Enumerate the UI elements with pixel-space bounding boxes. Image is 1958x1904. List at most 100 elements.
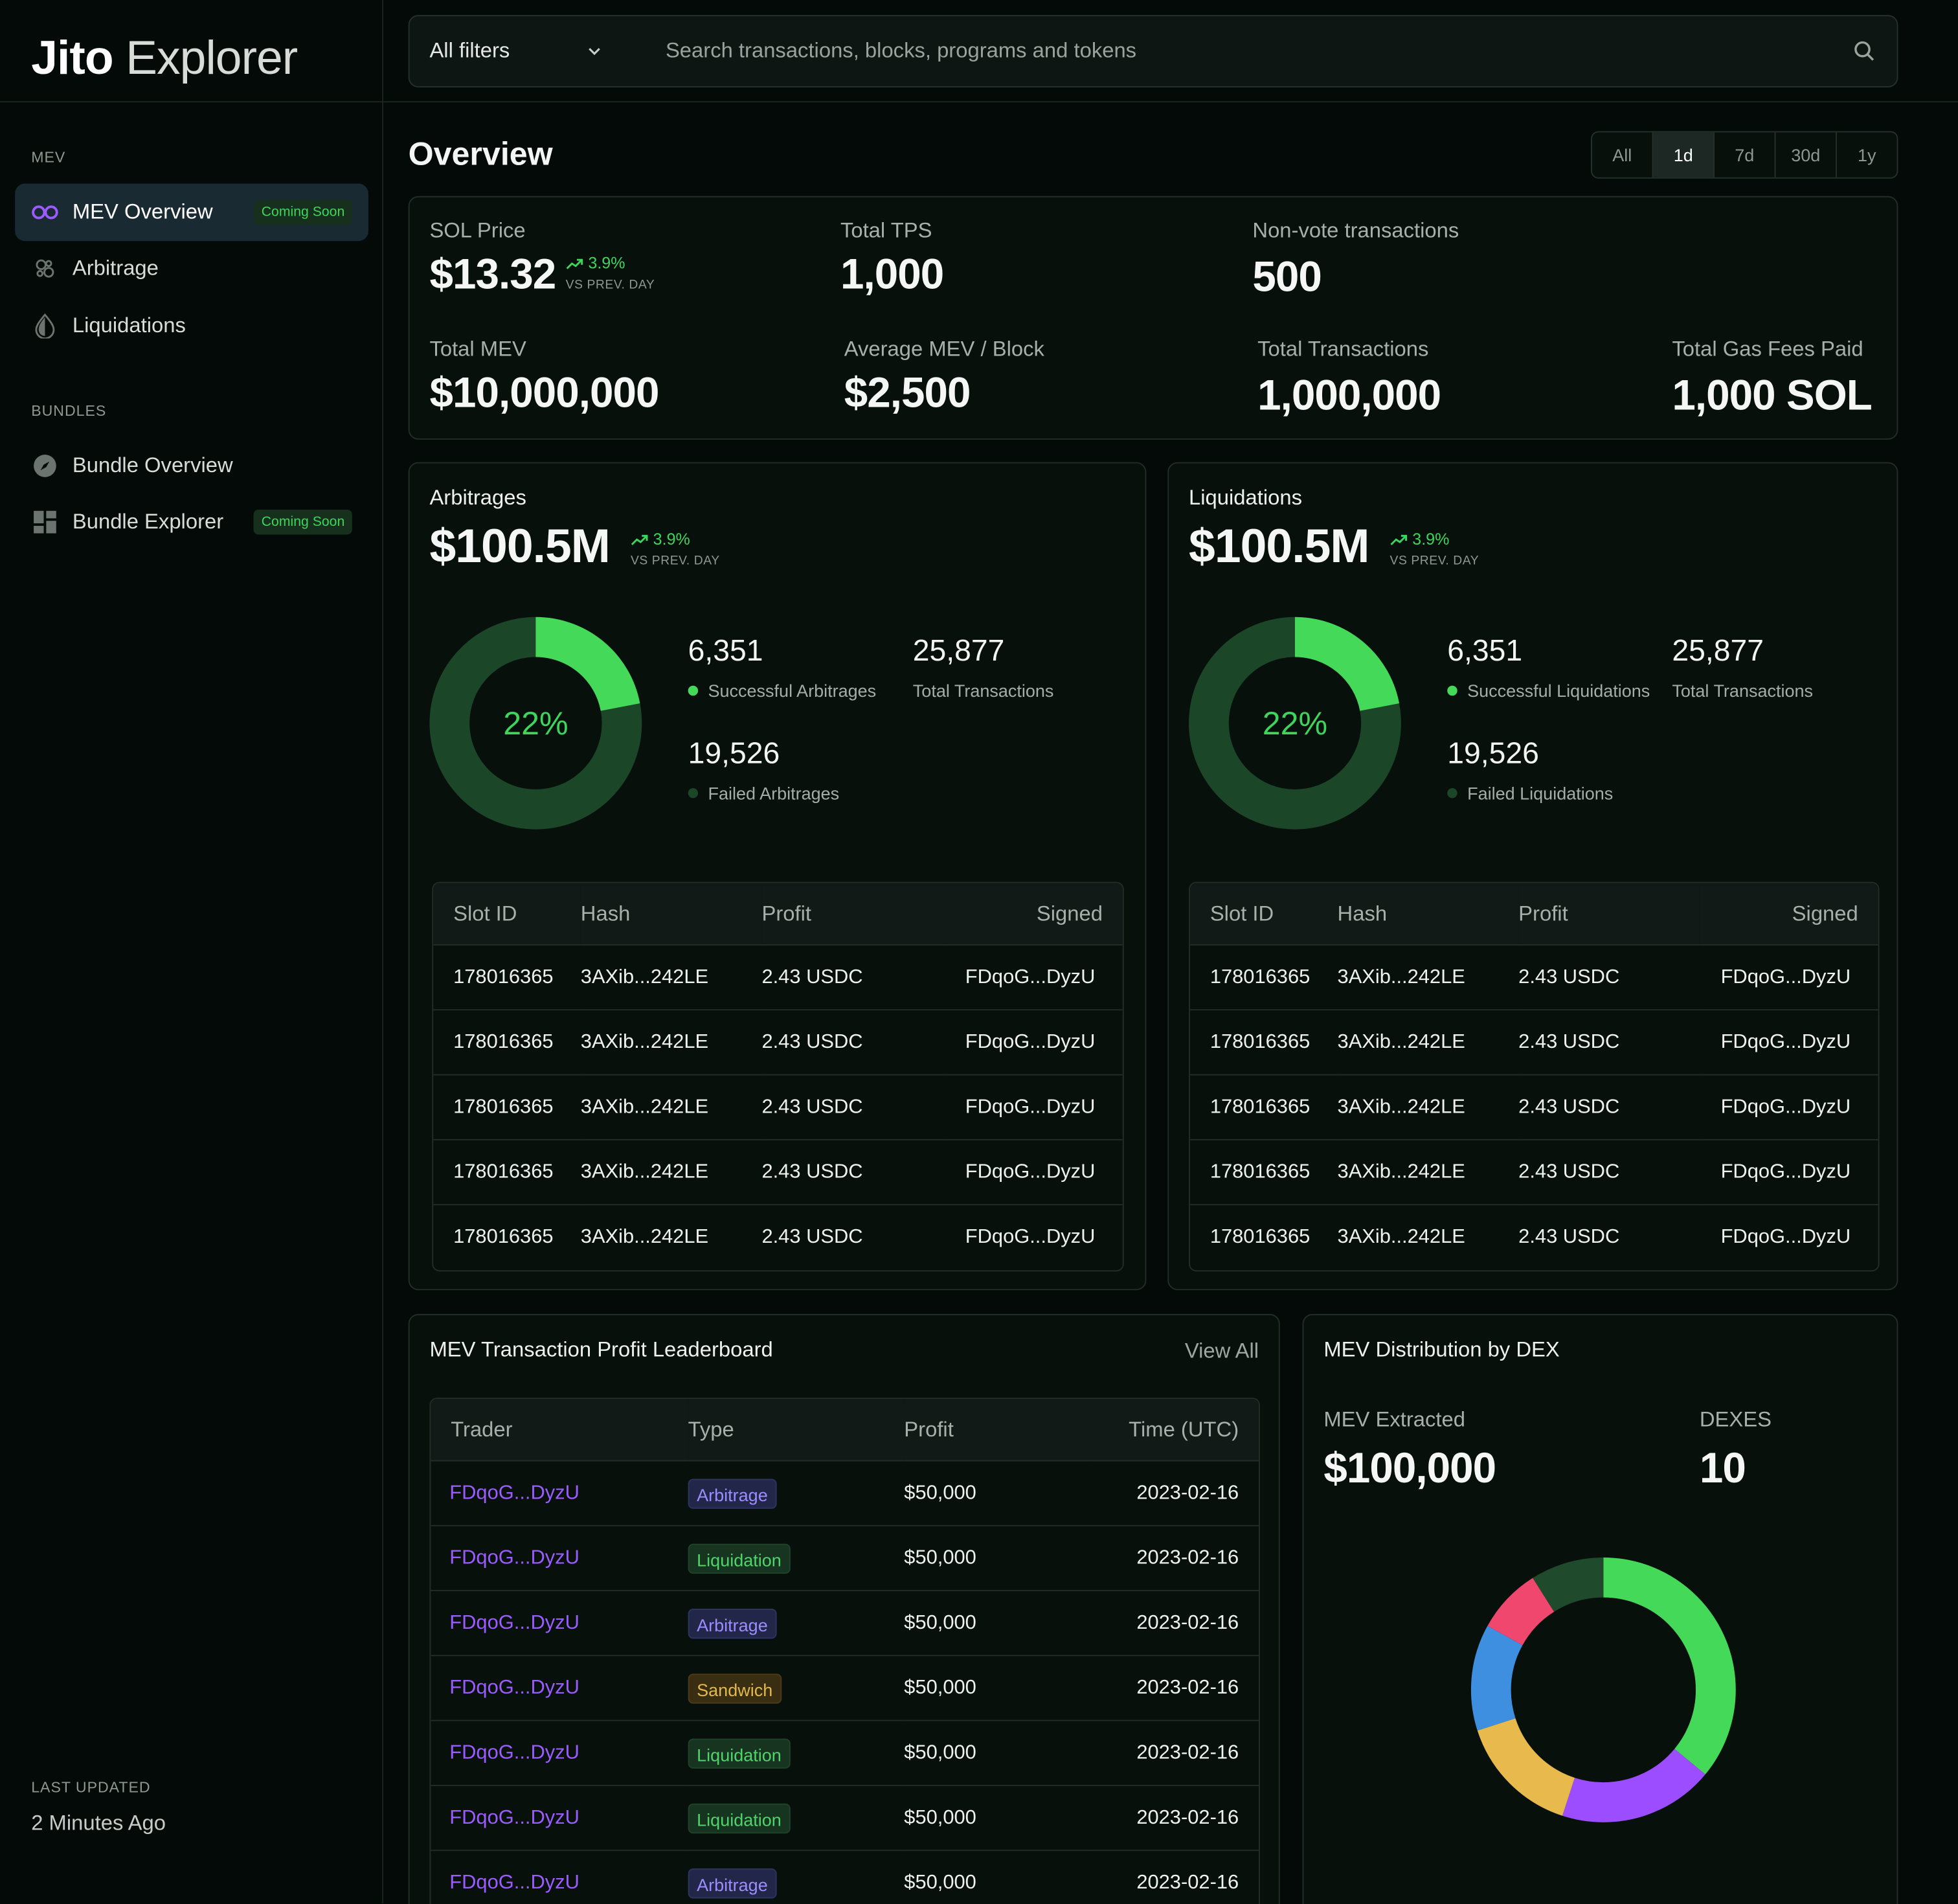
slot-id-cell: 178016365 [1210, 1226, 1311, 1248]
dex-segment-4[interactable] [1470, 1557, 1736, 1822]
signer-cell: FDqoG...DyzU [1699, 1076, 1878, 1140]
donut-percent: 22% [503, 705, 568, 742]
range-7d[interactable]: 7d [1715, 132, 1776, 177]
profit-cell: 2.43 USDC [1518, 1226, 1620, 1248]
col-profit[interactable]: Profit [904, 1399, 1092, 1462]
table-row[interactable]: 178016365 3AXib...242LE 2.43 USDC FDqoG...D… [1190, 1205, 1878, 1270]
table-row[interactable]: 178016365 3AXib...242LE 2.43 USDC FDqoG...D… [1189, 1140, 1878, 1206]
type-cell: Liquidation [688, 1786, 905, 1852]
col-hash[interactable]: Hash [580, 883, 762, 946]
sidebar-item-liquidations[interactable]: Liquidations [15, 297, 368, 355]
table-row[interactable]: FDqoG...DyzU Arbitrage $50,000 2023-02-16 [431, 1591, 1259, 1657]
trend-up-icon [631, 534, 648, 545]
nav-section-bundles: BUNDLES [31, 402, 107, 420]
liquidations-table: Slot ID Hash Profit Signed 178016365 3AXi… [1189, 881, 1880, 1272]
trader-link[interactable]: FDqoG...DyzU [449, 1806, 580, 1828]
range-30d[interactable]: 30d [1775, 132, 1837, 177]
table-row[interactable]: FDqoG...DyzU Liquidation $50,000 2023-02-16 [431, 1786, 1259, 1852]
dex-donut-chart [1470, 1557, 1736, 1822]
delta-value: 3.9% [588, 253, 625, 273]
search-input[interactable]: Search transactions, blocks, programs an… [665, 38, 1137, 63]
filter-select[interactable]: All filters [429, 38, 510, 63]
failed-count: 19,526 [688, 736, 780, 771]
sidebar-item-bundle-explorer[interactable]: Bundle Explorer Coming Soon [15, 493, 368, 551]
sidebar-item-label: Arbitrage [72, 256, 159, 280]
sidebar-item-label: Liquidations [72, 313, 186, 337]
range-all[interactable]: All [1592, 132, 1654, 177]
col-type[interactable]: Type [688, 1399, 905, 1462]
range-1y[interactable]: 1y [1857, 144, 1876, 165]
time-range-selector: All 1d 7d 30d 1y [1591, 131, 1898, 179]
slot-id-cell: 178016365 [433, 1076, 581, 1140]
profit-cell: 2.43 USDC [761, 1076, 943, 1140]
trader-cell: FDqoG...DyzU [431, 1591, 688, 1657]
table-row[interactable]: FDqoG...DyzU Arbitrage $50,000 2023-02-16 [431, 1851, 1259, 1904]
logo[interactable]: Jito Explorer [31, 32, 298, 86]
legend-dot [688, 788, 699, 799]
sidebar-item-mev-overview[interactable]: MEV Overview Coming Soon [15, 183, 368, 242]
table-row[interactable]: 178016365 3AXib...242LE 2.43 USDC FDqoG...D… [433, 1076, 1123, 1140]
trader-cell: FDqoG...DyzU [431, 1656, 688, 1721]
failed-legend: Failed Arbitrages [688, 783, 839, 803]
dex-segment-6[interactable] [1470, 1557, 1736, 1822]
trader-cell: FDqoG...DyzU [431, 1461, 688, 1526]
dex-segment-2[interactable] [1470, 1557, 1736, 1822]
dexes-value: 10 [1699, 1445, 1746, 1493]
table-row[interactable]: FDqoG...DyzU Sandwich $50,000 2023-02-16 [431, 1656, 1259, 1721]
table-row[interactable]: 178016365 3AXib...242LE 2.43 USDC FDqoG...D… [433, 1205, 1123, 1270]
trader-link[interactable]: FDqoG...DyzU [449, 1611, 580, 1633]
table-row[interactable]: 178016365 3AXib...242LE 2.43 USDC FDqoG...D… [1189, 1076, 1878, 1140]
col-profit[interactable]: Profit [761, 883, 943, 946]
table-row[interactable]: 178016365 3AXib...242LE 2.43 USDC FDqoG...D… [433, 946, 1123, 1011]
liquidations-donut: 22% [1189, 617, 1401, 830]
table-row[interactable]: FDqoG...DyzU Liquidation $50,000 2023-02-16 [431, 1721, 1259, 1786]
table-row[interactable]: 178016365 3AXib...242LE 2.43 USDC FDqoG...D… [1189, 946, 1878, 1011]
leaderboard-table: Trader Type Profit Time (UTC) FDqoG...Dy… [429, 1398, 1260, 1904]
table-row[interactable]: 178016365 3AXib...242LE 2.43 USDC FDqoG...D… [433, 1140, 1123, 1206]
trader-link[interactable]: FDqoG...DyzU [449, 1741, 580, 1763]
time-cell: 2023-02-16 [1091, 1461, 1259, 1526]
total-mev-value: $10,000,000 [429, 369, 659, 418]
trader-cell: FDqoG...DyzU [431, 1721, 688, 1786]
col-trader[interactable]: Trader [431, 1399, 688, 1462]
col-signed[interactable]: Signed [1699, 883, 1878, 946]
total-mev-label: Total MEV [429, 337, 526, 361]
col-signed[interactable]: Signed [943, 883, 1123, 946]
trader-link[interactable]: FDqoG...DyzU [449, 1547, 580, 1569]
table-row[interactable]: FDqoG...DyzU Liquidation $50,000 2023-02-16 [431, 1526, 1259, 1592]
type-badge: Arbitrage [688, 1608, 777, 1638]
delta-value: 3.9% [1412, 529, 1450, 549]
chevron-down-icon[interactable] [582, 39, 607, 64]
table-row[interactable]: FDqoG...DyzU Arbitrage $50,000 2023-02-16 [431, 1461, 1259, 1526]
card-title: Arbitrages [429, 486, 526, 510]
table-row[interactable]: 178016365 3AXib...242LE 2.43 USDC FDqoG...D… [1189, 1010, 1878, 1076]
slot-id-cell: 178016365 [433, 1010, 581, 1076]
trader-link[interactable]: FDqoG...DyzU [449, 1677, 580, 1698]
success-legend: Successful Arbitrages [688, 681, 876, 701]
col-time[interactable]: Time (UTC) [1091, 1399, 1259, 1462]
failed-count: 19,526 [1447, 736, 1539, 771]
col-profit[interactable]: Profit [1518, 883, 1700, 946]
sidebar-item-arbitrage[interactable]: Arbitrage [15, 240, 368, 297]
col-slot-id[interactable]: Slot ID [1189, 883, 1338, 946]
range-1d[interactable]: 1d [1653, 132, 1715, 177]
card-title: Liquidations [1189, 486, 1303, 510]
hash-cell: 3AXib...242LE [580, 1140, 762, 1206]
hash-cell: 3AXib...242LE [580, 1010, 762, 1076]
sidebar-item-bundle-overview[interactable]: Bundle Overview [15, 437, 368, 495]
col-hash[interactable]: Hash [1337, 883, 1519, 946]
slot-id-cell: 178016365 [1189, 1076, 1338, 1140]
profit-cell: 2.43 USDC [761, 1226, 863, 1248]
profit-cell: 2.43 USDC [761, 946, 943, 1011]
trader-link[interactable]: FDqoG...DyzU [449, 1482, 580, 1504]
hash-cell: 3AXib...242LE [580, 1076, 762, 1140]
profit-cell: $50,000 [904, 1872, 976, 1894]
delta-caption: VS PREV. DAY [565, 278, 655, 293]
view-all-link[interactable]: View All [1184, 1339, 1259, 1363]
col-slot-id[interactable]: Slot ID [433, 883, 581, 946]
trader-link[interactable]: FDqoG...DyzU [449, 1872, 580, 1894]
search-icon[interactable] [1852, 39, 1877, 64]
signer-cell: FDqoG...DyzU [965, 1226, 1096, 1248]
slot-id-cell: 178016365 [1189, 1140, 1338, 1206]
table-row[interactable]: 178016365 3AXib...242LE 2.43 USDC FDqoG...D… [433, 1010, 1123, 1076]
